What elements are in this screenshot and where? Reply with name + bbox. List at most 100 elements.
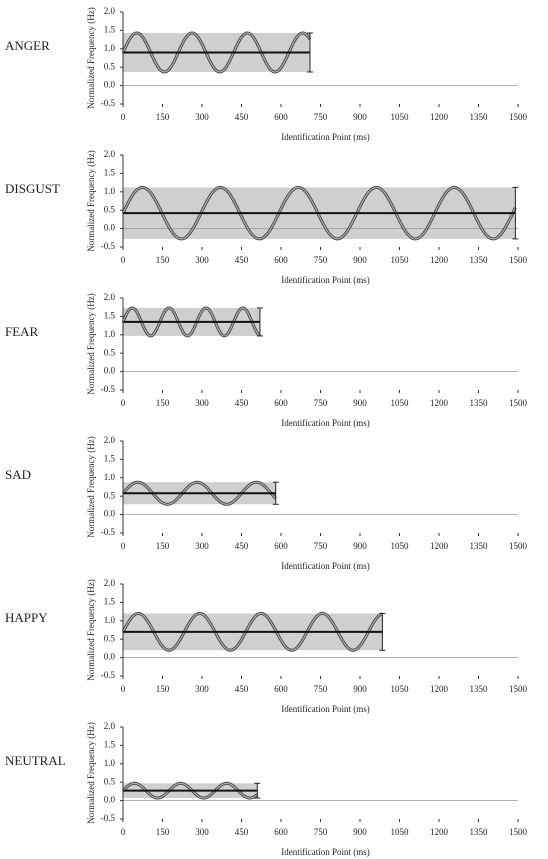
x-tick-label: 750 bbox=[314, 541, 328, 551]
x-axis-label: Identification Point (ms) bbox=[281, 132, 369, 142]
x-tick-label: 1500 bbox=[509, 112, 528, 122]
y-axis-label: Normalized Frequency (Hz) bbox=[86, 7, 96, 108]
x-tick-label: 450 bbox=[235, 112, 249, 122]
y-tick-label: 2.0 bbox=[104, 292, 116, 302]
emotion-label: FEAR bbox=[5, 324, 39, 339]
x-tick-label: 300 bbox=[195, 112, 209, 122]
y-tick-label: 2.0 bbox=[104, 6, 116, 16]
y-tick-label: 0.5 bbox=[104, 633, 116, 643]
x-tick-label: 750 bbox=[314, 255, 328, 265]
y-tick-label: 0.5 bbox=[104, 347, 116, 357]
x-axis-label: Identification Point (ms) bbox=[281, 847, 369, 857]
x-axis-label: Identification Point (ms) bbox=[281, 275, 369, 285]
wave bbox=[122, 307, 261, 337]
y-tick-label: 1.5 bbox=[104, 739, 116, 749]
x-tick-label: 600 bbox=[274, 255, 288, 265]
x-tick-label: 900 bbox=[353, 541, 367, 551]
y-tick-label: 1.5 bbox=[104, 310, 116, 320]
x-tick-label: 1350 bbox=[470, 398, 489, 408]
x-tick-label: 600 bbox=[274, 684, 288, 694]
y-tick-label: 0.5 bbox=[104, 490, 116, 500]
x-tick-label: 750 bbox=[314, 112, 328, 122]
wave bbox=[122, 481, 277, 505]
x-tick-label: 1200 bbox=[430, 398, 449, 408]
x-tick-label: 900 bbox=[353, 112, 367, 122]
y-tick-label: 0.0 bbox=[104, 509, 116, 519]
y-tick-label: 1.0 bbox=[104, 472, 116, 482]
y-tick-label: 1.0 bbox=[104, 758, 116, 768]
x-tick-label: 1050 bbox=[391, 827, 410, 837]
emotion-label: ANGER bbox=[5, 38, 50, 53]
x-tick-label: 1500 bbox=[509, 541, 528, 551]
x-tick-label: 1500 bbox=[509, 827, 528, 837]
x-tick-label: 300 bbox=[195, 398, 209, 408]
x-tick-label: 150 bbox=[156, 684, 170, 694]
y-tick-label: 0.5 bbox=[104, 61, 116, 71]
x-tick-label: 1350 bbox=[470, 112, 489, 122]
y-tick-label: 1.5 bbox=[104, 596, 116, 606]
x-tick-label: 600 bbox=[274, 398, 288, 408]
x-tick-label: 750 bbox=[314, 398, 328, 408]
y-tick-label: 1.0 bbox=[104, 615, 116, 625]
x-tick-label: 1050 bbox=[391, 112, 410, 122]
y-tick-label: 1.0 bbox=[104, 329, 116, 339]
y-tick-label: 1.0 bbox=[104, 186, 116, 196]
y-tick-label: 1.5 bbox=[104, 453, 116, 463]
x-tick-label: 0 bbox=[121, 684, 126, 694]
x-tick-label: 0 bbox=[121, 541, 126, 551]
x-tick-label: 1500 bbox=[509, 255, 528, 265]
y-tick-label: 2.0 bbox=[104, 721, 116, 731]
wave bbox=[122, 186, 516, 240]
x-axis-label: Identification Point (ms) bbox=[281, 704, 369, 714]
x-tick-label: 150 bbox=[156, 255, 170, 265]
y-tick-label: -0.5 bbox=[101, 670, 116, 680]
x-tick-label: 1500 bbox=[509, 684, 528, 694]
x-tick-label: 600 bbox=[274, 827, 288, 837]
x-tick-label: 1200 bbox=[430, 255, 449, 265]
x-tick-label: 0 bbox=[121, 255, 126, 265]
y-axis-label: Normalized Frequency (Hz) bbox=[86, 722, 96, 823]
y-tick-label: 0.0 bbox=[104, 223, 116, 233]
y-axis-label: Normalized Frequency (Hz) bbox=[86, 293, 96, 394]
y-tick-label: 1.0 bbox=[104, 43, 116, 53]
x-tick-label: 450 bbox=[235, 398, 249, 408]
x-tick-label: 1350 bbox=[470, 541, 489, 551]
x-tick-label: 0 bbox=[121, 398, 126, 408]
y-tick-label: 0.0 bbox=[104, 652, 116, 662]
y-tick-label: 0.5 bbox=[104, 204, 116, 214]
x-tick-label: 0 bbox=[121, 112, 126, 122]
y-tick-label: -0.5 bbox=[101, 384, 116, 394]
x-tick-label: 1200 bbox=[430, 684, 449, 694]
y-axis-label: Normalized Frequency (Hz) bbox=[86, 150, 96, 251]
y-axis-label: Normalized Frequency (Hz) bbox=[86, 436, 96, 537]
y-axis-label: Normalized Frequency (Hz) bbox=[86, 579, 96, 680]
y-tick-label: -0.5 bbox=[101, 241, 116, 251]
x-axis-label: Identification Point (ms) bbox=[281, 418, 369, 428]
x-tick-label: 150 bbox=[156, 541, 170, 551]
y-tick-label: 0.0 bbox=[104, 795, 116, 805]
x-tick-label: 750 bbox=[314, 684, 328, 694]
x-tick-label: 1350 bbox=[470, 827, 489, 837]
x-tick-label: 900 bbox=[353, 827, 367, 837]
x-tick-label: 1200 bbox=[430, 541, 449, 551]
x-tick-label: 300 bbox=[195, 541, 209, 551]
y-tick-label: -0.5 bbox=[101, 813, 116, 823]
x-tick-label: 450 bbox=[235, 541, 249, 551]
y-tick-label: 1.5 bbox=[104, 167, 116, 177]
x-tick-label: 150 bbox=[156, 827, 170, 837]
x-tick-label: 450 bbox=[235, 684, 249, 694]
x-tick-label: 900 bbox=[353, 684, 367, 694]
x-tick-label: 150 bbox=[156, 112, 170, 122]
x-tick-label: 450 bbox=[235, 255, 249, 265]
y-tick-label: 2.0 bbox=[104, 149, 116, 159]
x-tick-label: 450 bbox=[235, 827, 249, 837]
x-tick-label: 300 bbox=[195, 684, 209, 694]
y-tick-label: 0.5 bbox=[104, 776, 116, 786]
x-tick-label: 1350 bbox=[470, 684, 489, 694]
y-tick-label: 0.0 bbox=[104, 366, 116, 376]
y-tick-label: 0.0 bbox=[104, 80, 116, 90]
emotion-label: NEUTRAL bbox=[5, 753, 66, 768]
x-tick-label: 1050 bbox=[391, 541, 410, 551]
y-tick-label: -0.5 bbox=[101, 98, 116, 108]
x-tick-label: 900 bbox=[353, 398, 367, 408]
